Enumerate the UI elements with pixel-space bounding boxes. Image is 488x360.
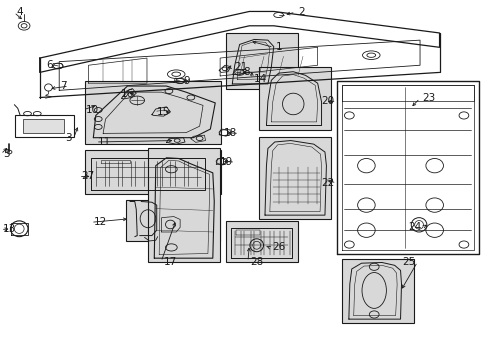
Text: 26: 26 [271, 242, 285, 252]
Text: 4: 4 [16, 7, 23, 17]
Text: 17: 17 [163, 257, 177, 267]
Text: 5: 5 [3, 149, 10, 159]
Text: 22: 22 [320, 178, 333, 188]
Text: 19: 19 [219, 157, 232, 167]
Bar [225, 33, 298, 89]
Bar [259, 67, 330, 130]
Bar [84, 81, 221, 144]
Bar [15, 116, 74, 137]
Bar [126, 200, 220, 241]
Bar [148, 148, 220, 262]
Text: 12: 12 [93, 217, 106, 227]
Text: 21: 21 [233, 62, 246, 72]
Text: 18: 18 [223, 129, 236, 138]
Text: 2: 2 [298, 7, 304, 17]
Text: 28: 28 [250, 257, 263, 267]
Bar [22, 119, 64, 133]
Text: 3: 3 [64, 133, 71, 143]
Text: 9: 9 [183, 76, 189, 86]
Text: 25: 25 [401, 257, 414, 267]
Text: 13: 13 [3, 225, 17, 234]
Bar [84, 149, 221, 194]
Bar [259, 137, 330, 220]
Text: 1: 1 [276, 42, 282, 52]
Text: 10: 10 [86, 105, 99, 115]
Text: 27: 27 [81, 171, 94, 181]
Text: 16: 16 [121, 89, 134, 99]
Text: 24: 24 [407, 222, 420, 231]
Text: 11: 11 [98, 137, 111, 147]
Bar [341, 259, 413, 323]
Text: 6: 6 [47, 60, 53, 70]
Bar [225, 221, 298, 262]
Text: 23: 23 [422, 93, 435, 103]
Text: 7: 7 [60, 81, 66, 91]
Text: 14: 14 [254, 74, 267, 84]
Text: 15: 15 [157, 107, 170, 117]
Text: 8: 8 [243, 67, 250, 77]
Text: 20: 20 [321, 96, 333, 106]
